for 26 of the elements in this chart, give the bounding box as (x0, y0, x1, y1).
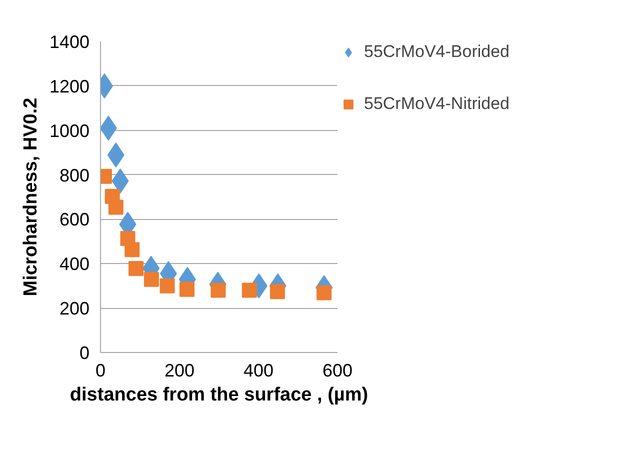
x-tick-label: 200 (164, 360, 195, 380)
y-tick-label: 1000 (49, 120, 90, 141)
y-tick-label: 200 (59, 298, 90, 319)
legend-label: 55CrMoV4-Borided (364, 42, 510, 62)
legend-label: 55CrMoV4-Nitrided (364, 94, 510, 114)
point (242, 282, 257, 298)
y-tick-label: 400 (59, 254, 90, 274)
point (144, 272, 159, 287)
point (316, 285, 332, 300)
point (108, 200, 124, 215)
x-axis-title: distances from the surface , (µm) (70, 384, 368, 406)
y-axis-title: Microhardness, HV0.2 (20, 98, 42, 296)
y-tick-label: 1200 (49, 76, 90, 96)
x-tick-label: 600 (322, 360, 353, 380)
y-tick-label: 800 (59, 165, 90, 186)
y-tick-label: 600 (59, 210, 90, 230)
point (160, 278, 175, 294)
y-tick-label: 0 (79, 343, 90, 363)
y-tick-label: 1400 (49, 32, 90, 52)
point (270, 284, 285, 300)
x-tick-label: 0 (95, 360, 106, 380)
point (210, 282, 226, 298)
point (124, 242, 140, 258)
point (180, 282, 195, 297)
x-tick-label: 400 (243, 360, 274, 380)
point (128, 261, 144, 276)
